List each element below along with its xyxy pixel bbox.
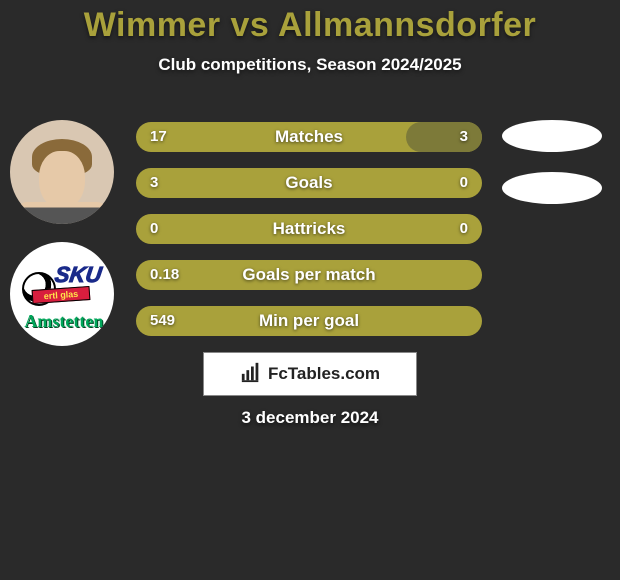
branding-badge: FcTables.com (203, 352, 417, 396)
player-left-club-logo: SKU ertl glas Amstetten (10, 242, 114, 346)
stat-label: Goals (136, 168, 482, 198)
left-column: SKU ertl glas Amstetten (8, 120, 116, 364)
right-column (498, 120, 606, 218)
stat-bars: 173Matches 30Goals 00Hattricks 0.18Goals pe… (136, 122, 482, 352)
player-left-avatar (10, 120, 114, 224)
page-title: Wimmer vs Allmannsdorfer (0, 0, 620, 45)
club-logo-text-bottom: Amstetten (24, 311, 103, 332)
stat-row: 173Matches (136, 122, 482, 152)
club-logo-inner: SKU ertl glas Amstetten (20, 258, 103, 331)
stat-label: Min per goal (136, 306, 482, 336)
stat-row: 00Hattricks (136, 214, 482, 244)
date-label: 3 december 2024 (0, 408, 620, 428)
subtitle: Club competitions, Season 2024/2025 (0, 55, 620, 75)
stat-label: Hattricks (136, 214, 482, 244)
player-right-club-logo-placeholder (502, 172, 602, 204)
avatar-face (39, 151, 85, 209)
stat-row: 30Goals (136, 168, 482, 198)
branding-text: FcTables.com (268, 364, 380, 384)
player-right-avatar-placeholder (502, 120, 602, 152)
bar-chart-icon (240, 361, 262, 388)
stat-row: 549Min per goal (136, 306, 482, 336)
avatar-neck (17, 202, 107, 224)
stat-label: Goals per match (136, 260, 482, 290)
stat-row: 0.18Goals per match (136, 260, 482, 290)
club-logo-text-top: SKU (53, 262, 103, 288)
stat-label: Matches (136, 122, 482, 152)
